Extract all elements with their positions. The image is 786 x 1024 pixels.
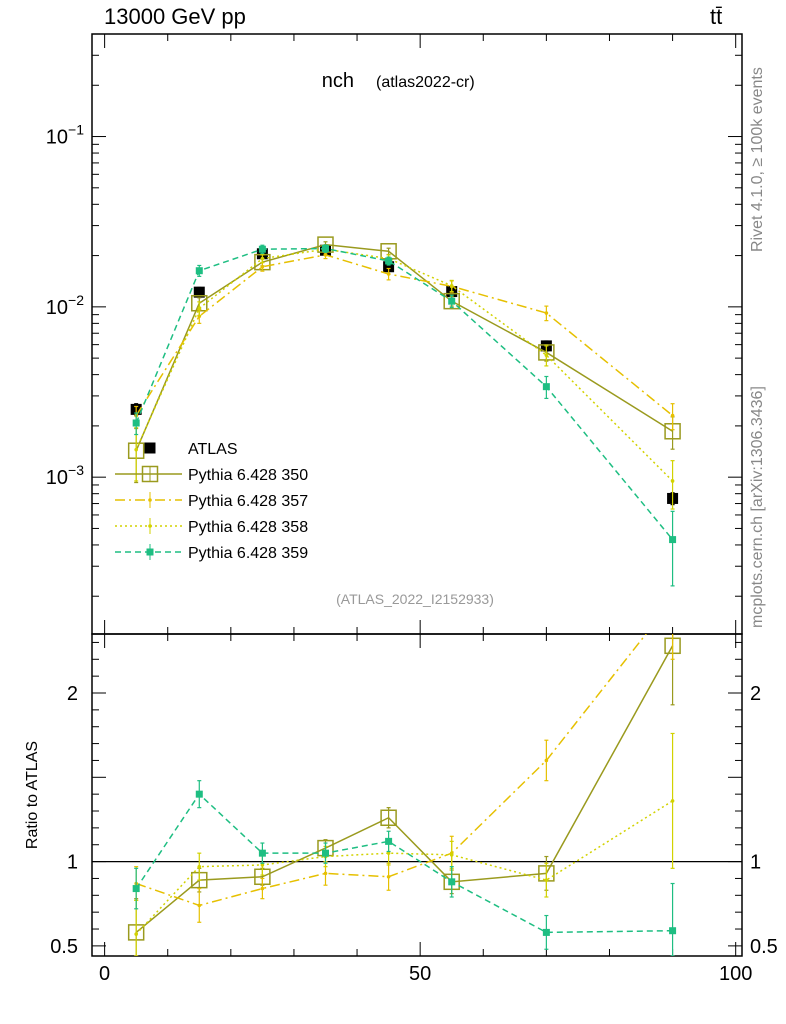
process-label: tt̄ (710, 4, 723, 29)
analysis-id: (ATLAS_2022_I2152933) (336, 591, 494, 607)
ratio-tick-label: 2 (750, 683, 761, 705)
main-data-point (448, 297, 456, 305)
legend-label: Pythia 6.428 357 (188, 493, 308, 510)
main-data-point (385, 257, 393, 265)
ratio-data-point (321, 849, 329, 857)
main-series-line (135, 248, 674, 482)
main-data-point (544, 353, 549, 358)
main-data-point (386, 272, 391, 276)
ratio-data-point (669, 927, 677, 935)
ratio-data-point (542, 928, 550, 936)
ratio-panel-frame (91, 633, 743, 957)
main-data-point (323, 253, 328, 257)
ratio-data-point (670, 799, 675, 803)
y-tick-label: 10−1 (46, 122, 84, 149)
energy-label: 13000 GeV pp (104, 4, 246, 29)
axis-ticks: 0 50 100 10−1 10−2 10−3 0.5 0.5 1 1 2 2 (46, 33, 778, 985)
chart-subtitle: (atlas2022-cr) (376, 74, 475, 91)
legend-label: ATLAS (188, 441, 238, 458)
legend-label: Pythia 6.428 358 (188, 519, 308, 536)
ratio-axis-label: Ratio to ATLAS (24, 741, 41, 849)
legend: ATLAS Pythia 6.428 350 Pythia 6.428 357 Pyt… (115, 441, 308, 562)
ratio-tick-label: 1 (67, 852, 78, 874)
ratio-data-point (448, 878, 456, 886)
legend-marker (148, 524, 152, 528)
main-data-point (193, 286, 205, 298)
main-series-line (135, 243, 673, 452)
ratio-tick-label: 2 (67, 683, 78, 705)
main-series-0 (130, 244, 679, 506)
ratio-data-point (260, 863, 265, 867)
legend-marker (146, 548, 154, 556)
main-data-point (134, 447, 138, 452)
legend-label: Pythia 6.428 350 (188, 467, 308, 484)
main-panel-series (127, 236, 681, 587)
ratio-data-point (380, 809, 397, 827)
chart-title: nch (322, 70, 354, 92)
ratio-tick-label: 0.5 (50, 936, 78, 958)
main-panel-frame (91, 33, 743, 635)
main-data-point (544, 311, 549, 315)
ratio-data-point (386, 874, 391, 879)
main-data-point (670, 413, 675, 418)
main-data-point (669, 536, 677, 544)
main-series-line (135, 247, 674, 541)
main-series-4 (132, 244, 677, 587)
main-data-point (670, 479, 675, 483)
ratio-data-point (134, 932, 138, 936)
ratio-series-line (135, 645, 674, 933)
main-data-point (132, 419, 140, 427)
main-data-point (383, 261, 395, 273)
ratio-data-point (544, 758, 549, 763)
ratio-data-point (385, 837, 393, 845)
main-data-point (449, 283, 454, 288)
ratio-series-line (135, 793, 673, 934)
legend-marker (141, 465, 159, 483)
x-tick-label: 100 (719, 963, 752, 985)
ratio-panel-series (127, 598, 681, 956)
series-layer (127, 236, 681, 956)
ratio-tick-label: 0.5 (750, 936, 778, 958)
ratio-series-line (135, 800, 673, 935)
legend-label: Pythia 6.428 359 (188, 545, 308, 562)
ratio-series-line (135, 634, 647, 907)
ratio-data-point (260, 886, 265, 891)
rivet-version: Rivet 4.1.0, ≥ 100k events (749, 67, 766, 252)
ratio-tick-label: 1 (750, 852, 761, 874)
ratio-series-4 (132, 780, 677, 956)
main-data-point (542, 383, 550, 391)
x-tick-label: 0 (99, 963, 110, 985)
ratio-series-3 (134, 732, 675, 956)
ratio-data-point (449, 853, 454, 857)
ratio-data-point (132, 885, 140, 893)
legend-marker (144, 442, 156, 454)
main-data-point (321, 245, 329, 253)
ratio-data-point (197, 903, 202, 908)
ratio-data-point (386, 851, 391, 855)
ratio-data-point (671, 598, 675, 602)
y-tick-label: 10−3 (46, 462, 84, 489)
ratio-series-1 (127, 634, 681, 956)
main-data-point (258, 245, 266, 253)
main-data-point (260, 256, 265, 261)
ratio-data-point (323, 871, 328, 876)
main-data-point (195, 267, 203, 275)
ratio-data-point (544, 878, 549, 882)
main-data-point (197, 306, 202, 311)
main-data-point (443, 292, 460, 310)
y-tick-label: 10−2 (46, 292, 84, 319)
main-series-line (135, 254, 674, 417)
ratio-data-point (258, 849, 266, 857)
mcplots-credit: mcplots.cern.ch [arXiv:1306.3436] (749, 386, 766, 628)
main-data-point (260, 264, 265, 269)
ratio-data-point (195, 790, 203, 798)
x-tick-label: 50 (409, 963, 431, 985)
legend-marker (148, 498, 152, 502)
ratio-data-point (197, 864, 202, 869)
